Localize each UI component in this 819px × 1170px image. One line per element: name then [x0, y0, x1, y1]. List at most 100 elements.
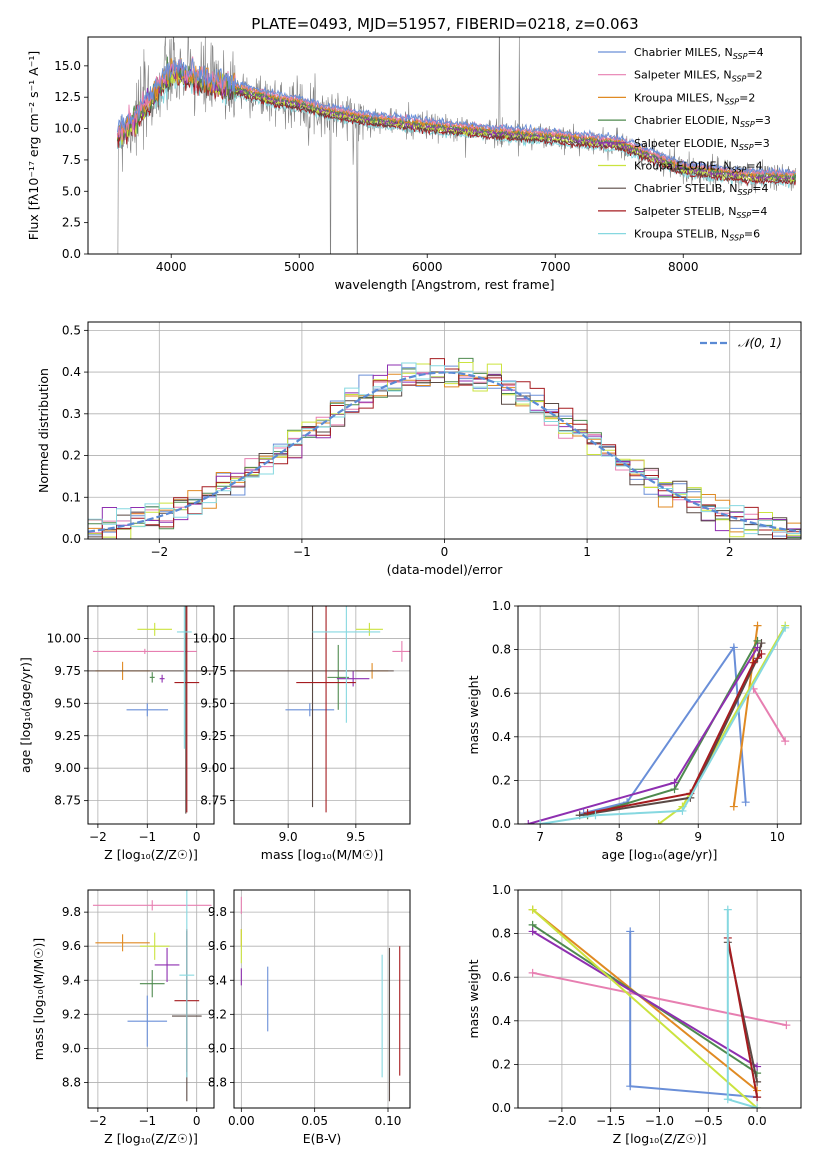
x-tick-label: −1 [138, 830, 156, 844]
x-tick-label: 0.05 [301, 1114, 328, 1128]
x-tick-label: 6000 [412, 260, 443, 274]
y-tick-label: 9.25 [200, 729, 227, 743]
x-tick-label: 9 [694, 830, 702, 844]
legend-label: Chabrier STELIB, NSSP=4 [634, 182, 768, 197]
y-axis-label: Flux [fλ10⁻¹⁷ erg cm⁻² s⁻¹ A⁻¹] [26, 51, 41, 240]
y-tick-label: 1.0 [492, 599, 511, 613]
y-tick-label: 9.8 [208, 905, 227, 919]
y-axis-label: mass weight [466, 959, 481, 1038]
y-tick-label: 9.2 [208, 1007, 227, 1021]
panel-mass_weight_vs_age: 7 8 9 10 0.0 0.2 0.4 0.6 0.8 1.0 age [log₁₀(age/yr… [466, 599, 802, 862]
point-marker [670, 778, 679, 787]
y-axis-label: mass [log₁₀(M/M☉)] [31, 938, 46, 1060]
panel-age_vs_mass: 9.0 9.5 8.75 9.00 9.25 9.50 9.75 10.00 mass [log… [193, 605, 411, 862]
y-tick-label: 0.4 [492, 1014, 511, 1028]
x-tick-label: 5000 [284, 260, 315, 274]
y-tick-label: 5.0 [62, 184, 81, 198]
x-tick-label: −1.5 [596, 1114, 625, 1128]
series-line [531, 908, 758, 1108]
y-tick-label: 10.00 [47, 631, 81, 645]
x-tick-label: 8000 [668, 260, 699, 274]
y-tick-label: 0.4 [492, 730, 511, 744]
x-tick-label: 0.0 [748, 1114, 767, 1128]
axes-frame [233, 605, 411, 825]
y-tick-label: 8.75 [200, 794, 227, 808]
panel-mass_vs_ebv: 0.00 0.05 0.10 8.8 9.0 9.2 9.4 9.6 9.8 E(B-V) [208, 889, 411, 1146]
x-axis-label: E(B-V) [303, 1131, 342, 1146]
x-tick-label: −2 [89, 830, 107, 844]
y-tick-label: 9.50 [200, 696, 227, 710]
y-tick-label: 8.8 [62, 1075, 81, 1089]
x-tick-label: −1 [138, 1114, 156, 1128]
y-tick-label: 0.8 [492, 927, 511, 941]
y-tick-label: 2.5 [62, 216, 81, 230]
series-line [658, 625, 787, 824]
y-tick-label: 9.2 [62, 1007, 81, 1021]
y-tick-label: 0.2 [62, 449, 81, 463]
y-axis-label: mass weight [466, 675, 481, 754]
x-tick-label: 7 [536, 830, 544, 844]
x-tick-label: 0 [193, 830, 201, 844]
x-tick-label: −2.0 [547, 1114, 576, 1128]
point-marker [678, 806, 687, 815]
x-tick-label: 1 [583, 545, 591, 559]
legend-label: 𝒩(0, 1) [738, 336, 782, 350]
y-tick-label: 0.0 [492, 1101, 511, 1115]
axes-frame [517, 605, 802, 825]
y-tick-label: 10.00 [193, 631, 227, 645]
series-line [532, 930, 758, 1068]
x-tick-label: −1 [293, 545, 311, 559]
point-marker [626, 1082, 635, 1091]
x-axis-label: Z [log₁₀(Z/Z☉)] [613, 1131, 707, 1146]
series-line [732, 625, 759, 807]
y-tick-label: 10.0 [54, 122, 81, 136]
spectrum-model-line [116, 67, 797, 184]
point-marker [654, 820, 663, 824]
y-tick-label: 9.4 [208, 973, 227, 987]
x-tick-label: 8 [615, 830, 623, 844]
panel-mass_weight_vs_Z: −2.0 −1.5 −1.0 −0.5 0.0 0.0 0.2 0.4 0.6 0.8 1.0 Z [… [466, 883, 802, 1146]
x-axis-label: Z [log₁₀(Z/Z☉)] [104, 847, 198, 862]
y-tick-label: 9.75 [54, 664, 81, 678]
axes-frame [87, 889, 215, 1109]
series-line [539, 627, 787, 824]
series-line [583, 644, 747, 815]
histogram-step [88, 371, 801, 538]
x-tick-label: 0.00 [228, 1114, 255, 1128]
panel-spectrum: 4000 5000 6000 7000 8000 0.0 2.5 5.0 7.5 10.0 12.5… [26, 36, 802, 292]
series-line [752, 688, 787, 742]
legend-label: Kroupa MILES, NSSP=2 [634, 91, 755, 106]
point-marker [723, 905, 732, 914]
point-marker [757, 639, 766, 648]
y-tick-label: 9.6 [208, 939, 227, 953]
y-tick-label: 8.8 [208, 1075, 227, 1089]
plot-area [88, 357, 801, 539]
x-tick-label: −2 [89, 1114, 107, 1128]
x-tick-label: 0 [441, 545, 449, 559]
figure-title: PLATE=0493, MJD=51957, FIBERID=0218, z=0… [251, 15, 638, 33]
point-marker [741, 798, 750, 807]
point-marker [524, 820, 533, 824]
y-tick-label: 9.0 [62, 1041, 81, 1055]
legend-label: Salpeter ELODIE, NSSP=3 [634, 137, 770, 152]
x-axis-label: (data-model)/error [387, 562, 504, 577]
y-tick-label: 0.3 [62, 407, 81, 421]
y-tick-label: 0.5 [62, 323, 81, 337]
y-tick-label: 12.5 [54, 90, 81, 104]
y-tick-label: 9.8 [62, 905, 81, 919]
point-marker [536, 820, 545, 824]
series-line [579, 642, 763, 817]
x-tick-label: 9.5 [346, 830, 365, 844]
legend-label: Kroupa STELIB, NSSP=6 [634, 228, 760, 243]
plot-area [528, 905, 791, 1108]
point-marker [528, 968, 537, 977]
plot-area [88, 606, 214, 814]
y-tick-label: 8.75 [54, 794, 81, 808]
point-marker [723, 1095, 732, 1104]
point-marker [782, 1021, 791, 1030]
axes-frame [87, 605, 215, 825]
point-marker [729, 802, 738, 811]
point-marker [626, 927, 635, 936]
x-axis-label: Z [log₁₀(Z/Z☉)] [104, 1131, 198, 1146]
